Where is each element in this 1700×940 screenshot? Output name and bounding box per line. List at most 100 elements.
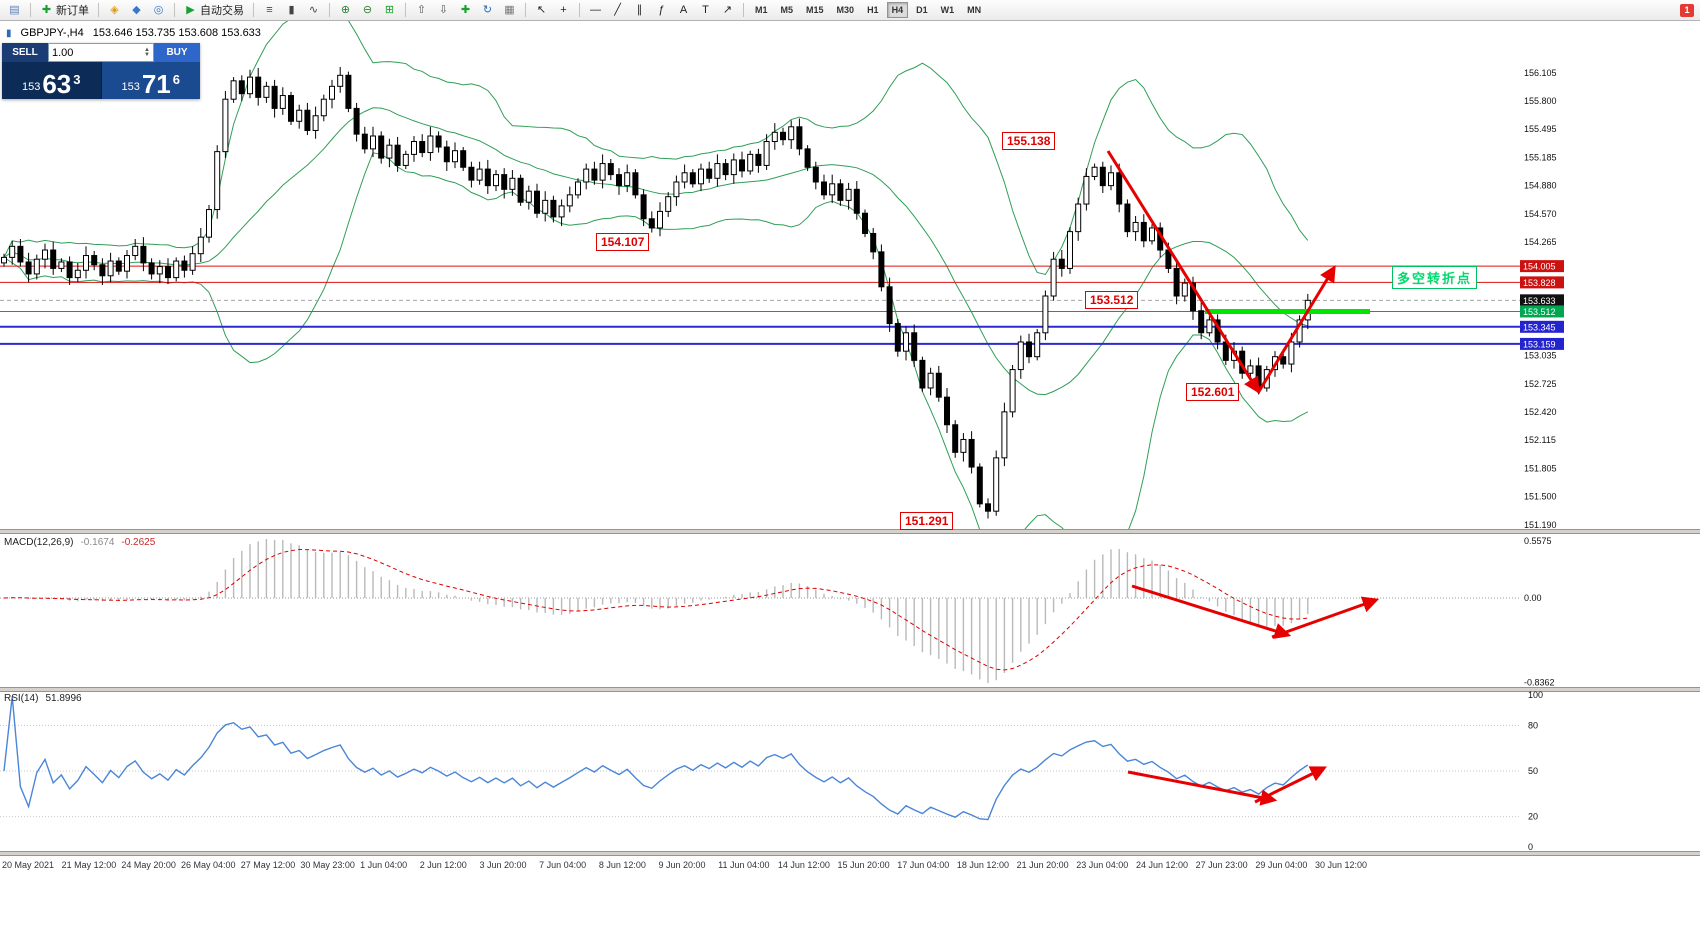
panel-separator[interactable] [0,529,1700,534]
tile-windows-icon[interactable]: ⊞ [379,1,400,20]
svg-text:151.500: 151.500 [1524,491,1557,501]
timeframe-mn[interactable]: MN [967,5,982,15]
macd-indicator-label: MACD(12,26,9) -0.1674 -0.2625 [4,537,155,548]
template-icon-glyph: ▦ [504,3,515,16]
svg-text:24 May 20:00: 24 May 20:00 [121,860,176,870]
price-annotation[interactable]: 153.512 [1085,291,1139,309]
notifications-badge[interactable]: 1 [1680,3,1694,17]
toolbar-separator [98,3,99,17]
buy-price-sup: 6 [172,72,180,87]
svg-text:9 Jun 20:00: 9 Jun 20:00 [659,860,706,870]
price-annotation[interactable]: 152.601 [1186,383,1240,401]
add-indicator-icon[interactable]: ✚ [455,1,476,20]
fibonacci-icon[interactable]: ƒ [651,1,672,20]
label-icon[interactable]: T [695,1,716,20]
buy-price-big: 71 [141,69,171,99]
crosshair-icon[interactable]: + [553,1,574,20]
price-annotation[interactable]: 155.138 [1002,132,1056,150]
toolbar-separator [579,3,580,17]
svg-text:153.035: 153.035 [1524,350,1557,360]
line-chart-icon[interactable]: ∿ [303,1,324,20]
macd-panel[interactable]: 0.5575 0.00 -0.8362 [0,536,1555,687]
rsi-title: RSI(14) [4,693,39,704]
channel-icon[interactable]: ∥ [629,1,650,20]
timeframe-m15[interactable]: M15 [806,5,824,15]
svg-text:30 Jun 12:00: 30 Jun 12:00 [1315,860,1367,870]
timeframe-m5[interactable]: M5 [780,5,794,15]
label-icon-glyph: T [702,3,709,16]
price-annotation[interactable]: 154.107 [596,233,650,251]
volume-spinner[interactable]: ▲ ▼ [144,46,150,58]
autotrading-button[interactable]: ▶ 自动交易 [180,1,248,20]
volume-field[interactable]: 1.00 ▲ ▼ [48,43,154,62]
market-icon-glyph: ◆ [132,3,141,16]
trendline-icon[interactable]: ╱ [607,1,628,20]
timeframe-m1[interactable]: M1 [755,5,768,15]
candlestick-chart-icon[interactable]: ▮ [281,1,302,20]
buy-price-head: 153 [121,81,140,93]
channel-icon-glyph: ∥ [636,3,643,16]
svg-text:27 May 12:00: 27 May 12:00 [241,860,296,870]
horizontal-lines-layer[interactable] [0,265,1520,345]
zoom-in-icon[interactable]: ⊕ [335,1,356,20]
svg-text:20: 20 [1528,812,1538,822]
spinner-up-icon[interactable]: ▲ [144,46,150,53]
shapes-icon-glyph: ↗ [722,3,733,16]
toolbar-separator [329,3,330,17]
period-cycle-icon-glyph: ↻ [482,3,493,16]
template-icon[interactable]: ▦ [499,1,520,20]
bar-chart-icon[interactable]: ≡ [259,1,280,20]
quote-ohlc: 153.646 153.735 153.608 153.633 [92,27,261,39]
price-chart-svg[interactable]: 156.105 155.800 155.495 155.185 154.880 154.5… [0,21,1700,940]
symbol-timeframe: GBPJPY-,H4 [20,27,84,39]
toolbar-separator [253,3,254,17]
new-order-button[interactable]: ✚ 新订单 [36,1,93,20]
timeframe-h4[interactable]: H4 [886,2,909,18]
svg-text:29 Jun 04:00: 29 Jun 04:00 [1255,860,1307,870]
shapes-icon[interactable]: ↗ [717,1,738,20]
note-annotation[interactable]: 多空转折点 [1392,266,1478,289]
sell-button[interactable]: SELL [2,43,48,62]
text-icon-glyph: A [679,3,688,16]
cursor-icon[interactable]: ↖ [531,1,552,20]
signals-icon[interactable]: ◎ [148,1,169,20]
buy-button[interactable]: BUY [154,43,200,62]
svg-text:151.805: 151.805 [1524,463,1557,473]
timeframe-d1[interactable]: D1 [916,5,928,15]
panel-separator[interactable] [0,851,1700,856]
svg-text:27 Jun 23:00: 27 Jun 23:00 [1196,860,1248,870]
svg-text:15 Jun 20:00: 15 Jun 20:00 [838,860,890,870]
svg-text:153.512: 153.512 [1523,307,1556,317]
svg-text:152.725: 152.725 [1524,379,1557,389]
market-icon[interactable]: ◆ [126,1,147,20]
svg-text:7 Jun 04:00: 7 Jun 04:00 [539,860,586,870]
svg-text:155.800: 155.800 [1524,96,1557,106]
panel-separator[interactable] [0,687,1700,692]
buy-price[interactable]: 153 71 6 [100,62,200,99]
svg-text:8 Jun 12:00: 8 Jun 12:00 [599,860,646,870]
mql5-compass-icon[interactable]: ◈ [104,1,125,20]
timeframe-w1[interactable]: W1 [940,5,955,15]
svg-text:23 Jun 04:00: 23 Jun 04:00 [1076,860,1128,870]
price-annotation[interactable]: 151.291 [900,512,954,530]
period-cycle-icon[interactable]: ↻ [477,1,498,20]
timeframe-h1[interactable]: H1 [867,5,879,15]
horizontal-line-icon[interactable]: ― [585,1,606,20]
macd-title: MACD(12,26,9) [4,537,74,548]
time-axis[interactable]: 20 May 2021 21 May 12:00 24 May 20:00 26 Ma… [2,860,1367,870]
sell-price[interactable]: 153 63 3 [2,62,101,99]
zoom-out-icon[interactable]: ⊖ [357,1,378,20]
arrange-up-icon[interactable]: ⇧ [411,1,432,20]
svg-text:24 Jun 12:00: 24 Jun 12:00 [1136,860,1188,870]
text-icon[interactable]: A [673,1,694,20]
charts-window-icon[interactable]: ▤ [4,1,25,20]
svg-text:153.828: 153.828 [1523,278,1556,288]
timeframe-m30[interactable]: M30 [836,5,855,15]
trend-arrows[interactable] [1106,150,1380,806]
spinner-down-icon[interactable]: ▼ [144,51,150,58]
autotrading-glyph: ▶ [186,3,195,16]
toolbar-separator [525,3,526,17]
price-axis[interactable]: 156.105 155.800 155.495 155.185 154.880 154.5… [1520,68,1564,530]
rsi-panel[interactable]: 100 80 50 20 0 [0,690,1543,852]
arrange-down-icon[interactable]: ⇩ [433,1,454,20]
